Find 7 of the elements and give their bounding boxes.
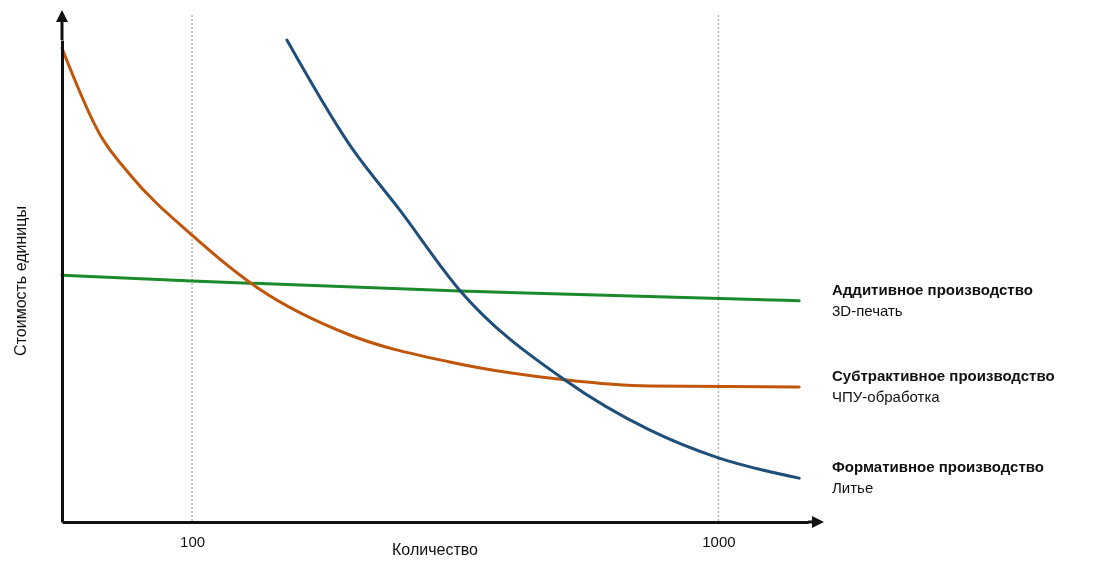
text: Формативное производство Литье [832,458,1044,497]
y-axis-title: Стоимость единицы [12,206,29,356]
x-tick-label: 1000 [702,532,736,550]
text: Субтрактивное производство ЧПУ-обработка [832,367,1055,406]
text: Аддитивное производство 3D-печать [832,280,1033,319]
x-axis-title: Количество [392,541,479,558]
x-tick-label: 100 [180,532,206,550]
